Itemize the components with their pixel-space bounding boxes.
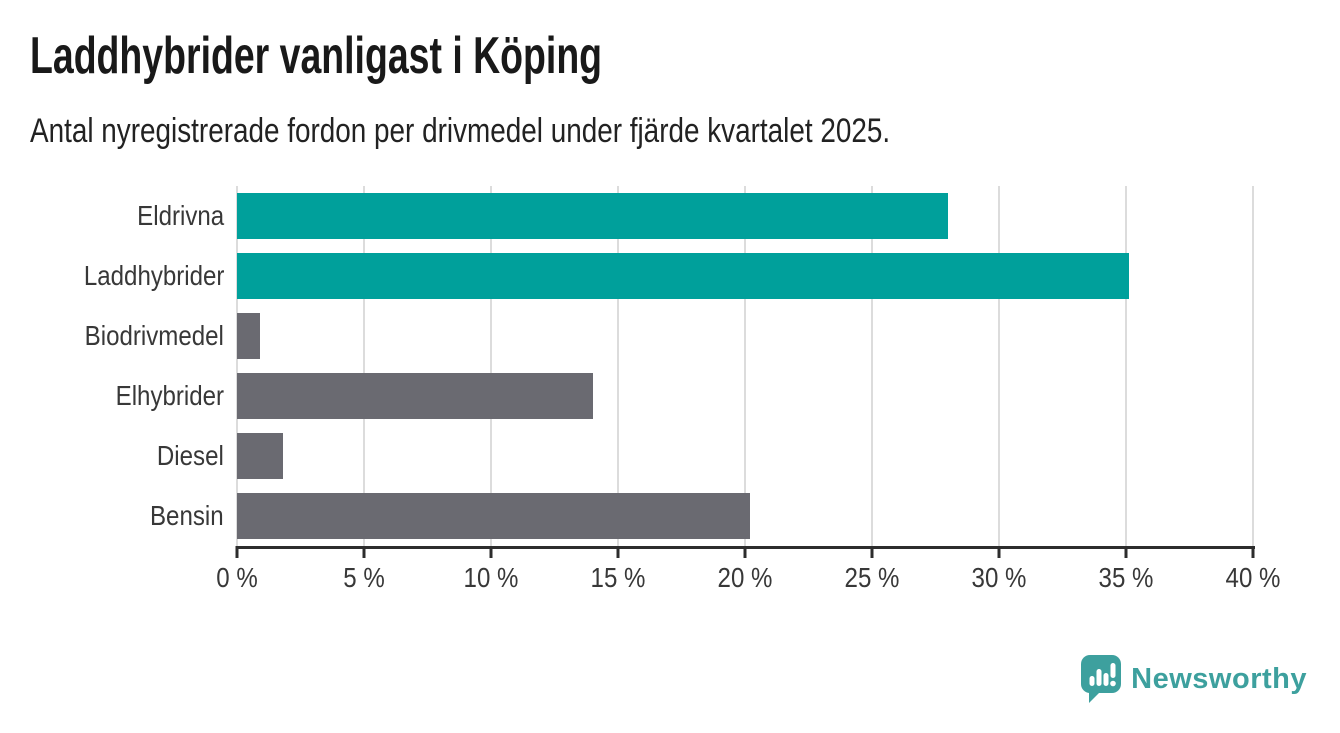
bar-diesel (237, 433, 283, 479)
gridline (490, 186, 492, 546)
bar-elhybrider (237, 373, 593, 419)
newsworthy-logo: Newsworthy (1081, 655, 1307, 703)
bar-row: Laddhybrider (83, 246, 1253, 306)
axis-tick (1124, 546, 1128, 558)
axis-tick-label: 10 % (463, 562, 519, 593)
axis-tick (362, 546, 366, 558)
axis-tick (616, 546, 620, 558)
axis-tick (235, 546, 239, 558)
bar-row: Elhybrider (116, 366, 1253, 426)
plot-area: Eldrivna Laddhybrider Biodrivmedel Elhybrid… (83, 186, 1280, 593)
axis-tick (743, 546, 747, 558)
bar-biodrivmedel (237, 313, 260, 359)
axis-tick-label: 20 % (717, 562, 773, 593)
category-label: Biodrivmedel (84, 320, 224, 351)
bars-container: Eldrivna Laddhybrider Biodrivmedel Elhybrid… (83, 186, 1253, 546)
gridline (744, 186, 746, 546)
axis-tick (997, 546, 1001, 558)
bar-row: Bensin (150, 486, 1253, 546)
bar-row: Diesel (157, 426, 1253, 486)
gridline (1252, 186, 1254, 546)
axis-tick (870, 546, 874, 558)
category-label: Laddhybrider (83, 260, 224, 291)
axis-tick-label: 0 % (216, 562, 258, 593)
axis-tick-label: 35 % (1098, 562, 1154, 593)
chart-subtitle: Antal nyregistrerade fordon per drivmede… (30, 112, 891, 150)
category-label: Bensin (150, 500, 224, 531)
axis-tick-label: 40 % (1225, 562, 1281, 593)
chart-title: Laddhybrider vanligast i Köping (30, 27, 603, 85)
bar-eldrivna (237, 193, 949, 239)
category-label: Diesel (157, 440, 224, 471)
axis-tick-label: 25 % (844, 562, 900, 593)
gridline (236, 186, 238, 546)
gridline (363, 186, 365, 546)
axis-tick-label: 15 % (590, 562, 646, 593)
newsworthy-wordmark: Newsworthy (1131, 662, 1307, 695)
axis-tick-label: 30 % (971, 562, 1027, 593)
gridline (1125, 186, 1127, 546)
newsworthy-icon (1081, 655, 1122, 703)
category-label: Elhybrider (115, 380, 224, 411)
gridline (998, 186, 1000, 546)
axis-tick (489, 546, 493, 558)
axis-tick (1251, 546, 1255, 558)
gridline (871, 186, 873, 546)
gridlines (236, 186, 1254, 546)
axis-tick-label: 5 % (343, 562, 385, 593)
bar-bensin (237, 493, 751, 539)
category-label: Eldrivna (136, 200, 224, 231)
bar-laddhybrider (237, 253, 1129, 299)
bar-row: Eldrivna (137, 186, 1253, 246)
bar-row: Biodrivmedel (85, 306, 1253, 366)
gridline (617, 186, 619, 546)
